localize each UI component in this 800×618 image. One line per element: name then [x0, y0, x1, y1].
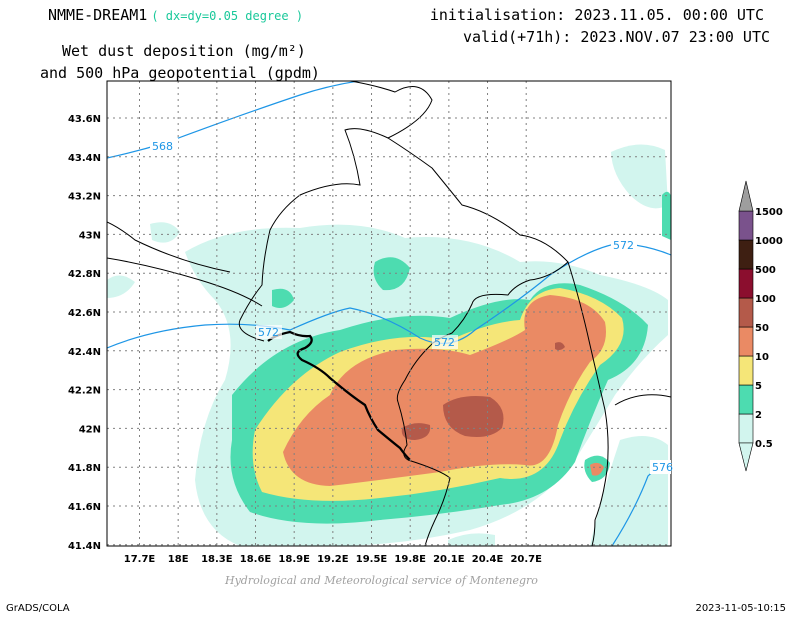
legend-swatch: [738, 297, 754, 328]
x-tick-label: 20.7E: [510, 554, 542, 565]
contour-label: 572: [258, 326, 279, 339]
legend-label: 2: [755, 410, 762, 421]
variable-title: Wet dust deposition (mg/m²): [62, 42, 306, 60]
legend-label: 1000: [755, 236, 783, 247]
timestamp-label: 2023-11-05-10:15: [695, 603, 786, 614]
credit-text: Hydrological and Meteorological service …: [225, 574, 538, 587]
map-frame: [106, 80, 672, 547]
x-tick-label: 18.9E: [278, 554, 310, 565]
deposition-10-shading: [283, 295, 606, 486]
y-tick-label: 41.4N: [68, 541, 101, 552]
x-axis-ticks: 17.7E 18E 18.3E 18.6E 18.9E 19.2E 19.5E 19.8E 20…: [124, 554, 542, 565]
model-title: NMME-DREAM1( dx=dy=0.05 degree ): [48, 6, 303, 24]
contour-label: 576: [652, 461, 673, 474]
legend-swatch: [738, 268, 754, 299]
legend-swatch: [738, 326, 754, 357]
montenegro-coast: [267, 330, 411, 461]
y-tick-label: 42.2N: [68, 386, 101, 397]
legend-swatch: [738, 413, 754, 444]
software-label: GrADS/COLA: [6, 603, 70, 614]
valid-time: valid(+71h): 2023.NOV.07 23:00 UTC: [462, 28, 770, 46]
x-tick-label: 19.5E: [356, 554, 388, 565]
x-tick-label: 20.1E: [433, 554, 465, 565]
contour-label: 572: [613, 239, 634, 252]
initialisation-time: initialisation: 2023.11.05. 00:00 UTC: [429, 6, 764, 24]
y-tick-label: 41.8N: [68, 463, 101, 474]
y-tick-label: 42.8N: [68, 269, 101, 280]
x-tick-label: 17.7E: [124, 554, 156, 565]
x-tick-label: 19.2E: [317, 554, 349, 565]
map-area: [107, 81, 671, 546]
legend-label: 10: [755, 352, 769, 363]
legend-swatch: [738, 355, 754, 386]
y-tick-label: 43.6N: [68, 114, 101, 125]
legend-upper-arrow: [738, 180, 754, 212]
legend-colorbar: 0.5 2 5 10 50 100 500 1000 1500: [738, 180, 783, 472]
x-tick-label: 18.3E: [201, 554, 233, 565]
resolution-note: ( dx=dy=0.05 degree ): [151, 9, 304, 23]
legend-label: 100: [755, 294, 776, 305]
contour-label: 568: [152, 140, 173, 153]
x-tick-label: 18.6E: [240, 554, 272, 565]
variable-subtitle: and 500 hPa geopotential (gpdm): [40, 64, 320, 82]
x-tick-label: 19.8E: [394, 554, 426, 565]
legend-swatch: [738, 384, 754, 415]
borders: [107, 81, 671, 546]
y-tick-label: 43.4N: [68, 153, 101, 164]
legend-label: 0.5: [755, 439, 773, 450]
legend-lower-arrow: [738, 442, 754, 472]
y-tick-label: 43N: [79, 230, 101, 241]
y-tick-label: 42N: [79, 424, 101, 435]
legend-label: 50: [755, 323, 769, 334]
model-name: NMME-DREAM1: [48, 6, 148, 24]
contour-label-group: 568 572 572 572 576: [150, 138, 673, 474]
legend-swatch: [738, 210, 754, 241]
legend-label: 1500: [755, 207, 783, 218]
y-axis-ticks: 43.6N 43.4N 43.2N 43N 42.8N 42.6N 42.4N 42.2N 42…: [68, 114, 101, 552]
legend-swatch: [738, 239, 754, 270]
y-tick-label: 42.4N: [68, 347, 101, 358]
legend-label: 5: [755, 381, 762, 392]
deposition-50-shading: [401, 342, 565, 440]
y-tick-label: 42.6N: [68, 308, 101, 319]
legend-label: 500: [755, 265, 776, 276]
contour-label: 572: [434, 336, 455, 349]
x-tick-label: 18E: [168, 554, 189, 565]
x-tick-label: 20.4E: [472, 554, 504, 565]
y-tick-label: 43.2N: [68, 192, 101, 203]
graticule: [107, 81, 671, 546]
y-tick-label: 41.6N: [68, 502, 101, 513]
